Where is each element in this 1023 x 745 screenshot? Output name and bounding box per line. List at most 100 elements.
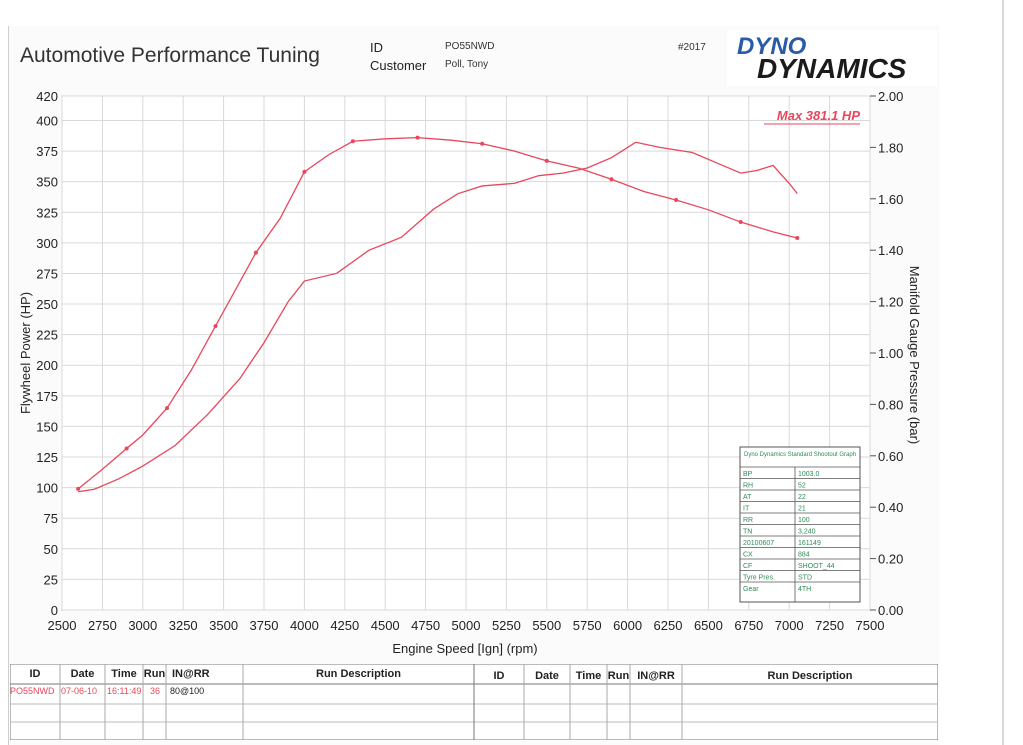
x-tick-label: 3500: [209, 618, 238, 633]
y2-tick-label: 2.00: [878, 89, 903, 104]
y-tick-labels: 0 25 50 75 100 125 150 175 200 225 250 275 300 325 350…: [36, 89, 58, 618]
y2-tick-label: 0.20: [878, 552, 903, 567]
y-tick-label: 100: [36, 481, 58, 496]
conditions-value: 3,240: [798, 529, 816, 536]
conditions-value: 4TH: [798, 586, 811, 593]
conditions-label: AT: [743, 494, 752, 501]
logo-line2: DYNAMICS: [757, 53, 907, 84]
y-tick-label: 75: [44, 511, 58, 526]
col-id: ID: [29, 668, 41, 680]
col-id-2: ID: [493, 670, 505, 682]
conditions-label: CX: [743, 552, 753, 559]
x-tick-label: 4500: [371, 618, 400, 633]
power-point: [674, 198, 679, 203]
customer-value: Poll, Tony: [445, 59, 489, 70]
y-tick-label: 175: [36, 389, 58, 404]
conditions-label: BP: [743, 471, 753, 478]
conditions-value: 161149: [798, 540, 821, 547]
x-tick-label: 6500: [694, 618, 723, 633]
y2-tick-labels: 0.00 0.20 0.40 0.60 0.80 1.00 1.20 1.40 1.60 1.80…: [870, 89, 903, 618]
y2-tick-label: 1.20: [878, 295, 903, 310]
col-time: Time: [111, 668, 137, 680]
conditions-label: IT: [743, 506, 750, 513]
power-point: [165, 406, 170, 411]
y-axis-label: Flywheel Power (HP): [18, 292, 33, 414]
id-label: ID: [370, 40, 383, 55]
y-tick-label: 50: [44, 542, 58, 557]
x-tick-label: 2500: [48, 618, 77, 633]
conditions-value: 22: [798, 494, 806, 501]
run-number: 36: [150, 686, 161, 696]
x-tick-label: 5000: [452, 618, 481, 633]
x-tick-label: 6750: [734, 618, 763, 633]
power-point: [795, 235, 800, 240]
grid-lines: [61, 95, 871, 611]
x-tick-label: 2750: [88, 618, 117, 633]
y-tick-label: 325: [36, 205, 58, 220]
y2-tick-label: 1.40: [878, 243, 903, 258]
run-id: PO55NWD: [10, 686, 55, 696]
x-tick-label: 5750: [573, 618, 602, 633]
job-number: #2017: [678, 42, 706, 53]
run-in-rr: 80@100: [170, 686, 205, 696]
conditions-value: STD: [798, 575, 812, 582]
run-table-grid: [10, 664, 938, 740]
y2-tick-label: 0.40: [878, 500, 903, 515]
report-header: Automotive Performance Tuning ID PO55NWD…: [10, 28, 938, 88]
conditions-value: 1003.0: [798, 471, 820, 478]
page-edge: [1002, 0, 1004, 745]
conditions-label: RH: [743, 483, 753, 490]
x-axis-label: Engine Speed [Ign] (rpm): [392, 641, 537, 656]
power-line: [77, 136, 798, 490]
y-tick-label: 225: [36, 328, 58, 343]
x-tick-label: 4000: [290, 618, 319, 633]
conditions-value: 52: [798, 483, 806, 490]
col-run-description-2: Run Description: [767, 670, 853, 682]
col-time-2: Time: [575, 670, 602, 682]
y2-tick-label: 0.00: [878, 603, 903, 618]
dyno-dynamics-logo: DYNO DYNAMICS: [727, 30, 937, 86]
y-tick-label: 25: [44, 572, 58, 587]
conditions-value: 884: [798, 552, 810, 559]
conditions-label: Gear: [743, 586, 759, 593]
x-tick-label: 7500: [856, 618, 885, 633]
conditions-value: SHOOT_44: [798, 563, 835, 570]
conditions-label: RR: [743, 517, 753, 524]
run-time: 16:11:49: [107, 686, 142, 696]
boost-line: [78, 141, 798, 493]
power-point: [253, 250, 258, 255]
x-tick-label: 6000: [613, 618, 642, 633]
x-tick-label: 7000: [775, 618, 804, 633]
col-date: Date: [70, 668, 95, 680]
power-point: [480, 141, 485, 146]
x-tick-label: 7250: [815, 618, 844, 633]
x-tick-label: 3750: [250, 618, 279, 633]
run-table: ID Date Time Run IN@RR Run Description I…: [10, 664, 938, 740]
y-tick-label: 150: [36, 419, 58, 434]
y2-tick-label: 1.00: [878, 346, 903, 361]
y2-tick-label: 0.80: [878, 397, 903, 412]
power-point: [76, 486, 81, 491]
power-point: [609, 177, 614, 182]
x-tick-label: 5250: [492, 618, 521, 633]
conditions-label: CF: [743, 563, 752, 570]
power-point: [302, 169, 307, 174]
run-date: 07-06-10: [61, 686, 98, 696]
y-tick-label: 275: [36, 266, 58, 281]
y2-tick-label: 0.60: [878, 449, 903, 464]
logo-line1: DYNO: [737, 33, 807, 60]
conditions-label: 20100607: [743, 540, 774, 547]
report-title: Automotive Performance Tuning: [20, 44, 320, 67]
col-date-2: Date: [535, 670, 559, 682]
y-tick-label: 200: [36, 358, 58, 373]
x-tick-label: 4750: [411, 618, 440, 633]
y-tick-label: 250: [36, 297, 58, 312]
y-tick-label: 375: [36, 144, 58, 159]
col-run: Run: [143, 668, 166, 680]
power-point: [213, 324, 218, 329]
x-tick-labels: 2500 2750 3000 3250 3500 3750 4000 4250 4500 4750…: [48, 618, 885, 633]
power-point: [350, 139, 355, 144]
conditions-title: Dyno Dynamics Standard Shootout Graph: [744, 452, 856, 458]
y2-axis-label: Manifold Gauge Pressure (bar): [907, 266, 922, 444]
col-run-description: Run Description: [316, 668, 401, 680]
